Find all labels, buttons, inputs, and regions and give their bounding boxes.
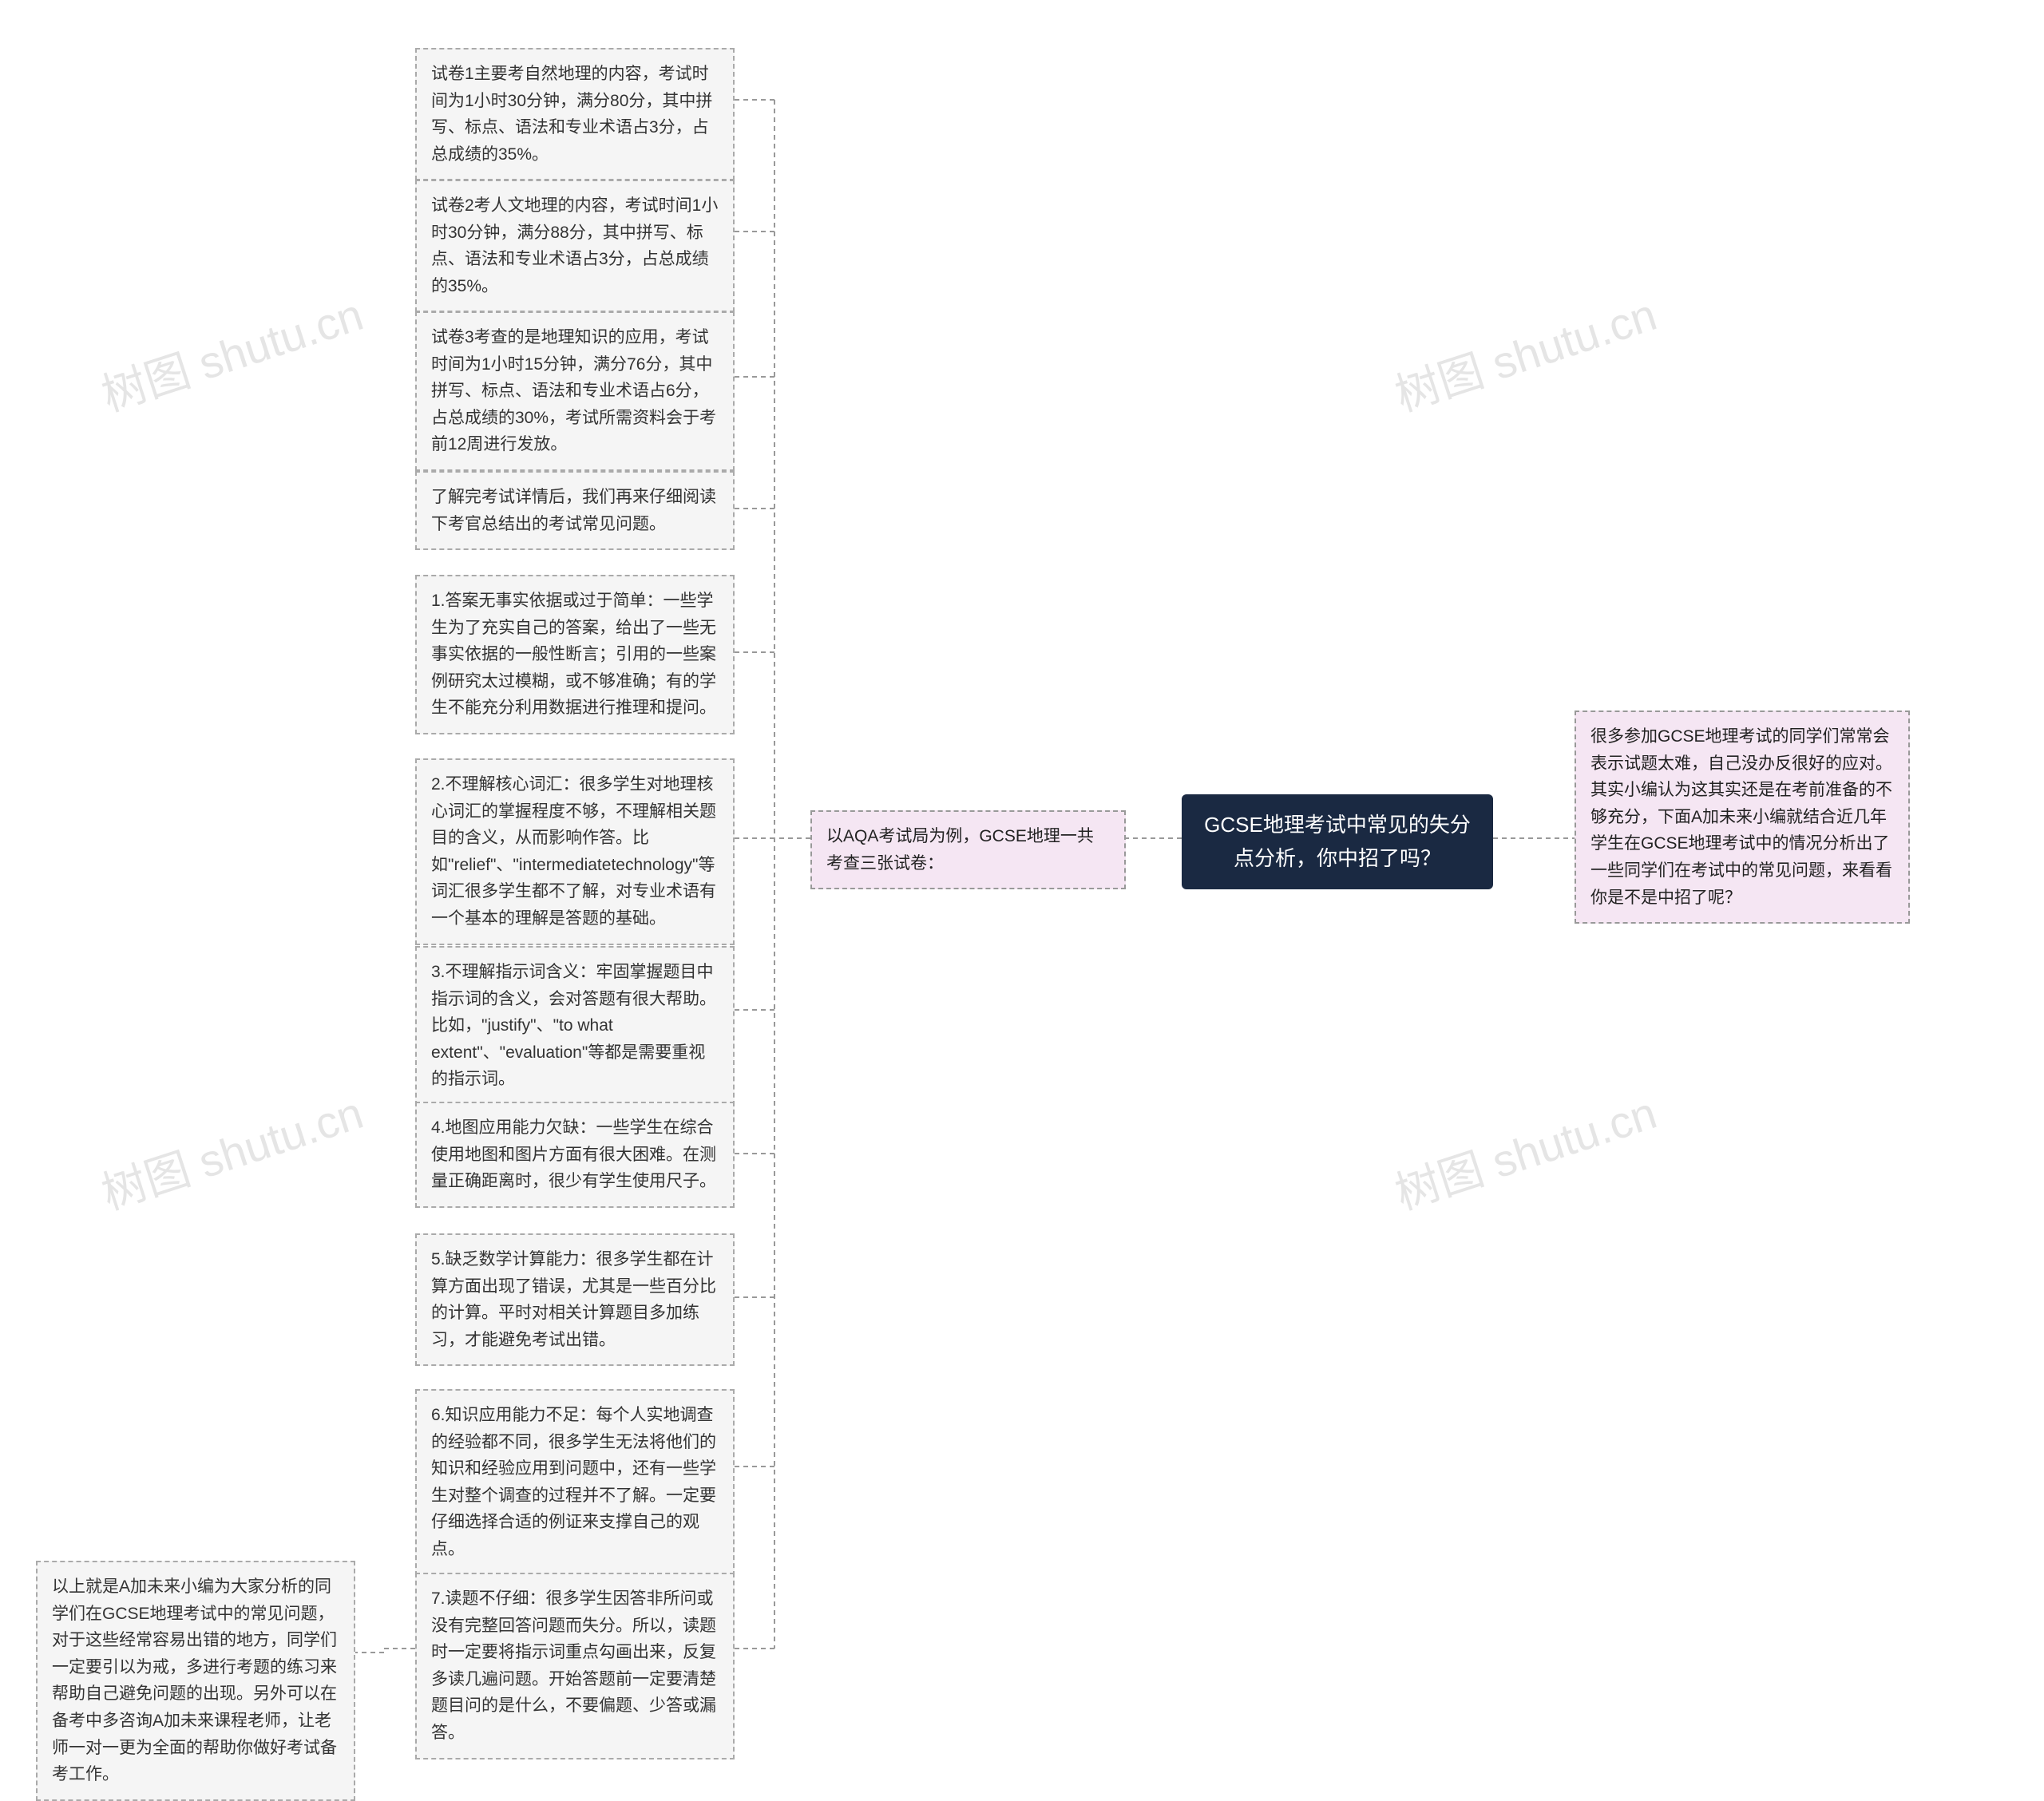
child-node-6: 3.不理解指示词含义：牢固掌握题目中指示词的含义，会对答题有很大帮助。比如，"j… [415, 946, 735, 1106]
child-node-4: 1.答案无事实依据或过于简单：一些学生为了充实自己的答案，给出了一些无事实依据的… [415, 575, 735, 734]
right-intro-node: 很多参加GCSE地理考试的同学们常常会表示试题太难，自己没办反很好的应对。其实小… [1575, 711, 1910, 924]
child-node-7: 4.地图应用能力欠缺：一些学生在综合使用地图和图片方面有很大困难。在测量正确距离… [415, 1102, 735, 1208]
center-node: GCSE地理考试中常见的失分点分析，你中招了吗？ [1182, 794, 1493, 889]
child-node-10: 7.读题不仔细：很多学生因答非所问或没有完整回答问题而失分。所以，读题时一定要将… [415, 1573, 735, 1759]
child-node-1: 试卷2考人文地理的内容，考试时间1小时30分钟，满分88分，其中拼写、标点、语法… [415, 180, 735, 312]
child-node-5: 2.不理解核心词汇：很多学生对地理核心词汇的掌握程度不够，不理解相关题目的含义，… [415, 758, 735, 945]
child-node-2: 试卷3考查的是地理知识的应用，考试时间为1小时15分钟，满分76分，其中拼写、标… [415, 311, 735, 471]
conclusion-node: 以上就是A加未来小编为大家分析的同学们在GCSE地理考试中的常见问题，对于这些经… [36, 1561, 355, 1801]
child-node-3: 了解完考试详情后，我们再来仔细阅读下考官总结出的考试常见问题。 [415, 471, 735, 550]
child-node-8: 5.缺乏数学计算能力：很多学生都在计算方面出现了错误，尤其是一些百分比的计算。平… [415, 1233, 735, 1366]
left-parent-node: 以AQA考试局为例，GCSE地理一共考查三张试卷： [810, 810, 1126, 889]
child-node-9: 6.知识应用能力不足：每个人实地调查的经验都不同，很多学生无法将他们的知识和经验… [415, 1389, 735, 1576]
child-node-0: 试卷1主要考自然地理的内容，考试时间为1小时30分钟，满分80分，其中拼写、标点… [415, 48, 735, 180]
